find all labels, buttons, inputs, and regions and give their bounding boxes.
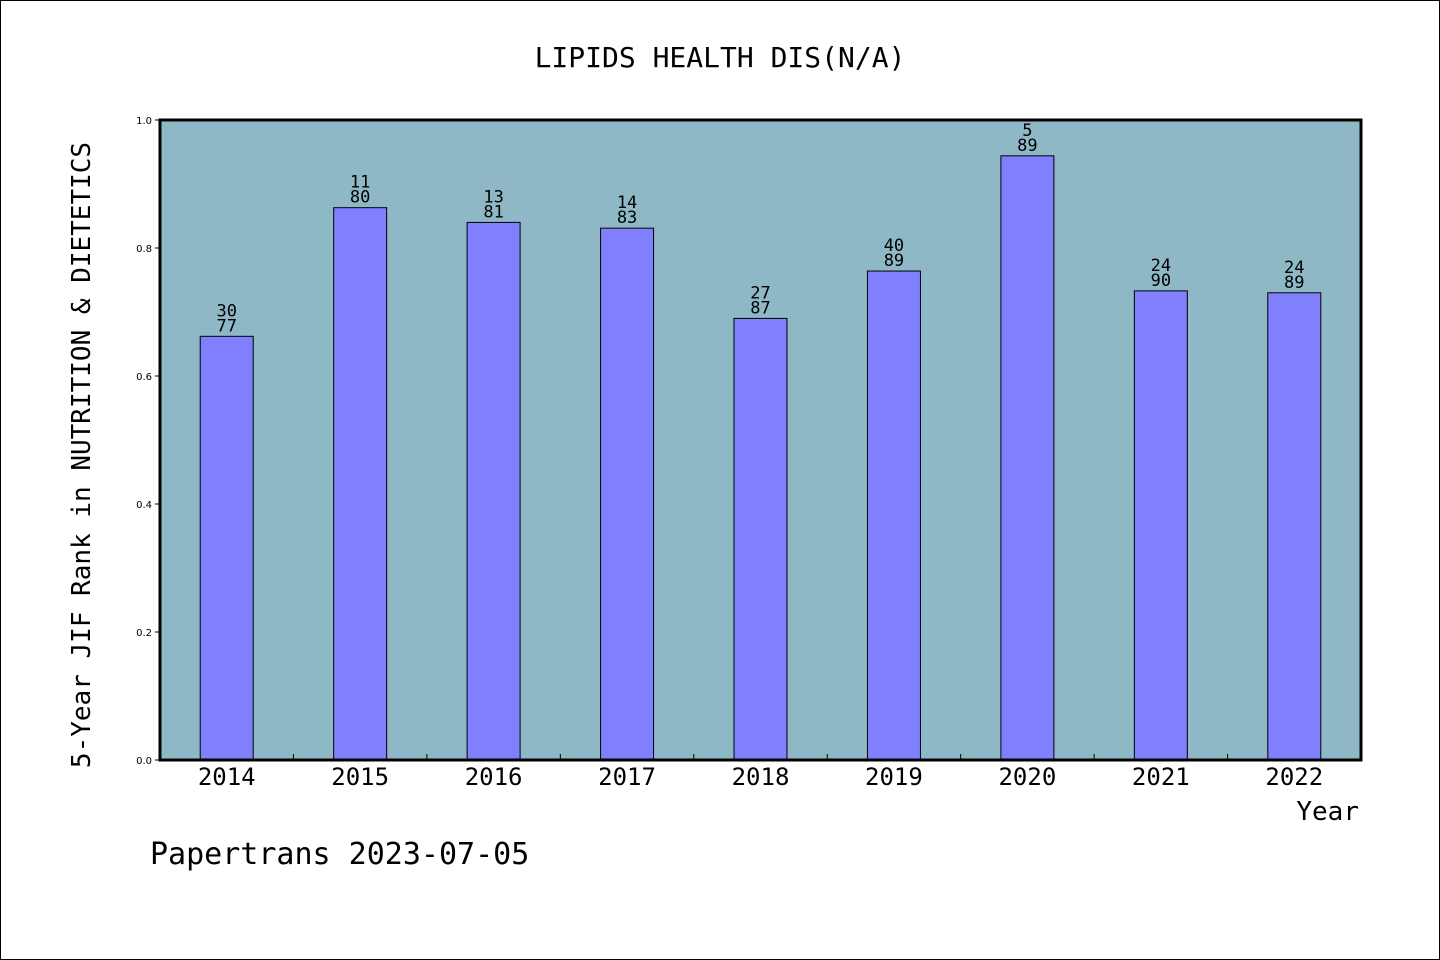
- bar-2020: [1000, 155, 1055, 761]
- plot-border: [158, 118, 1363, 762]
- x-tick-label: 2018: [732, 763, 790, 791]
- bar-label-total: 77: [216, 316, 236, 336]
- y-tick-label: 0.0: [136, 756, 152, 767]
- bar-2021: [1133, 290, 1188, 761]
- bar-label-rank: 14: [617, 193, 637, 213]
- x-tick-label: 2016: [465, 763, 523, 791]
- x-axis-label: Year: [1296, 797, 1359, 827]
- x-ticks-group: 2014 2015 2016 2017 2018 2019 2020 2021 2022: [198, 754, 1323, 791]
- bar-2019: [866, 270, 921, 761]
- bar-label-rank: 30: [216, 301, 236, 321]
- bar-label-total: 83: [617, 208, 637, 228]
- bar-2016: [466, 221, 521, 761]
- y-tick-label: 0.2: [136, 628, 152, 639]
- bar-2017: [600, 227, 655, 761]
- x-tick-label: 2015: [331, 763, 389, 791]
- bars-group: [199, 155, 1322, 761]
- x-tick-label: 2014: [198, 763, 256, 791]
- bar-label-total: 80: [350, 188, 370, 208]
- chart-title: LIPIDS HEALTH DIS(N/A): [535, 41, 906, 74]
- bar-label-total: 87: [750, 298, 770, 318]
- bar-2018: [733, 317, 788, 761]
- bar-label-rank: 40: [884, 236, 904, 256]
- bar-label-total: 90: [1151, 271, 1171, 291]
- bar-2015: [333, 207, 388, 761]
- bar-label-rank: 5: [1022, 121, 1032, 141]
- y-tick-label: 0.4: [136, 500, 152, 511]
- x-tick-label: 2021: [1132, 763, 1190, 791]
- y-tick-label: 1.0: [136, 116, 152, 127]
- bar-label-rank: 24: [1284, 258, 1304, 278]
- x-tick-label: 2017: [598, 763, 656, 791]
- bar-label-rank: 24: [1151, 256, 1171, 276]
- bar-2022: [1267, 292, 1322, 761]
- bar-label-total: 89: [1017, 136, 1037, 156]
- x-tick-label: 2019: [865, 763, 923, 791]
- footer-credit: Papertrans 2023-07-05: [150, 837, 529, 872]
- y-ticks-group: 0.0 0.2 0.4 0.6 0.8 1.0: [136, 116, 160, 767]
- x-tick-label: 2022: [1265, 763, 1323, 791]
- y-tick-label: 0.8: [136, 244, 152, 255]
- y-tick-label: 0.6: [136, 372, 152, 383]
- bar-label-total: 89: [884, 251, 904, 271]
- bar-label-rank: 27: [750, 283, 770, 303]
- bar-label-rank: 13: [483, 187, 503, 207]
- bar-label-total: 89: [1284, 273, 1304, 293]
- x-tick-label: 2020: [998, 763, 1056, 791]
- bar-label-total: 81: [483, 202, 503, 222]
- bar-2014: [199, 335, 254, 761]
- bar-label-rank: 11: [350, 173, 370, 193]
- y-axis-label: 5-Year JIF Rank in NUTRITION & DIETETICS: [67, 142, 97, 768]
